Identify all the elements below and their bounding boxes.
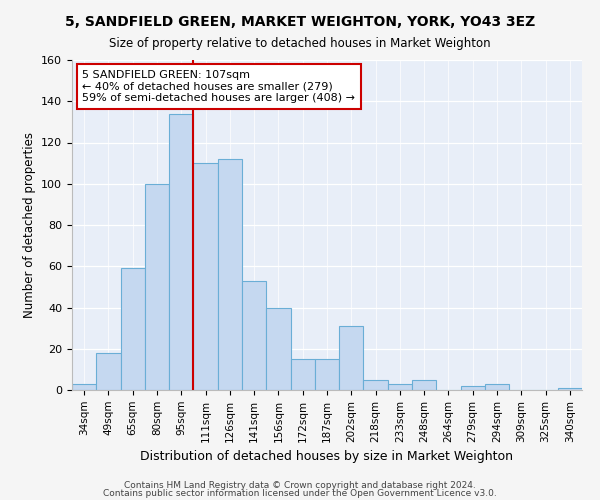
Text: Contains HM Land Registry data © Crown copyright and database right 2024.: Contains HM Land Registry data © Crown c… <box>124 480 476 490</box>
X-axis label: Distribution of detached houses by size in Market Weighton: Distribution of detached houses by size … <box>140 450 514 463</box>
Bar <box>266 308 290 390</box>
Text: Size of property relative to detached houses in Market Weighton: Size of property relative to detached ho… <box>109 38 491 51</box>
Bar <box>558 388 582 390</box>
Text: 5 SANDFIELD GREEN: 107sqm
← 40% of detached houses are smaller (279)
59% of semi: 5 SANDFIELD GREEN: 107sqm ← 40% of detac… <box>82 70 355 103</box>
Y-axis label: Number of detached properties: Number of detached properties <box>23 132 35 318</box>
Bar <box>461 386 485 390</box>
Bar <box>485 384 509 390</box>
Bar <box>96 353 121 390</box>
Bar <box>121 268 145 390</box>
Bar <box>145 184 169 390</box>
Bar <box>388 384 412 390</box>
Bar <box>290 359 315 390</box>
Bar <box>339 326 364 390</box>
Bar <box>315 359 339 390</box>
Bar <box>218 159 242 390</box>
Bar <box>242 280 266 390</box>
Text: 5, SANDFIELD GREEN, MARKET WEIGHTON, YORK, YO43 3EZ: 5, SANDFIELD GREEN, MARKET WEIGHTON, YOR… <box>65 15 535 29</box>
Bar <box>364 380 388 390</box>
Bar <box>412 380 436 390</box>
Bar <box>169 114 193 390</box>
Bar <box>72 384 96 390</box>
Text: Contains public sector information licensed under the Open Government Licence v3: Contains public sector information licen… <box>103 489 497 498</box>
Bar <box>193 163 218 390</box>
